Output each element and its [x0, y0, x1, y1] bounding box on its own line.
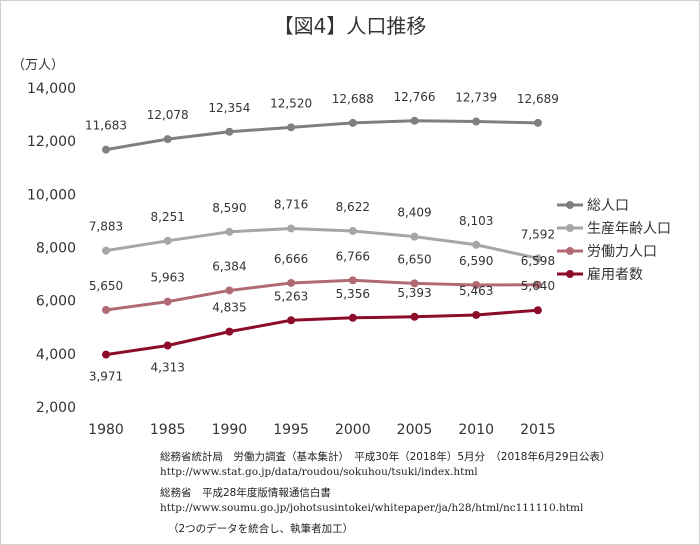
x-tick-label: 1980 — [88, 422, 124, 438]
data-point — [163, 236, 172, 245]
data-label: 6,766 — [336, 249, 370, 263]
series-line — [105, 119, 538, 152]
x-tick-label: 2010 — [458, 422, 494, 438]
data-point — [348, 226, 357, 235]
y-tick-label: 6,000 — [36, 294, 76, 310]
data-label: 6,384 — [212, 259, 246, 273]
legend-label: 総人口 — [587, 198, 629, 214]
data-label: 6,590 — [459, 254, 493, 268]
data-label: 5,356 — [336, 287, 370, 301]
y-tick-label: 8,000 — [36, 241, 76, 257]
data-label: 5,640 — [521, 279, 555, 293]
data-label: 5,963 — [151, 271, 185, 285]
data-point — [533, 118, 542, 127]
chart-title: 【図4】人口推移 — [273, 14, 427, 38]
x-tick-label: 2015 — [520, 422, 556, 438]
data-label: 8,251 — [151, 210, 185, 224]
source-line-2: 総務省 平成28年度版情報通信白書 — [160, 487, 331, 499]
source-url-1: http://www.stat.go.jp/data/roudou/sokuho… — [160, 466, 478, 478]
data-point — [102, 145, 110, 154]
data-label: 5,263 — [274, 289, 308, 303]
data-point — [348, 118, 357, 127]
legend-label: 生産年齢人口 — [587, 221, 671, 237]
x-tick-label: 2005 — [397, 422, 433, 438]
legend-label: 労働力人口 — [587, 244, 657, 260]
data-point — [348, 276, 357, 285]
data-point — [163, 135, 172, 144]
data-point — [102, 350, 110, 359]
legend-swatch-marker — [566, 224, 574, 232]
data-point — [410, 279, 419, 288]
data-point — [533, 254, 542, 263]
data-label: 6,650 — [397, 252, 431, 266]
data-point — [163, 341, 172, 350]
data-label: 8,590 — [212, 201, 246, 215]
data-label: 8,622 — [336, 200, 370, 214]
data-point — [102, 246, 110, 255]
y-tick-label: 12,000 — [27, 134, 76, 150]
data-label: 7,883 — [89, 220, 123, 234]
legend-swatch-marker — [566, 270, 574, 278]
data-point — [225, 127, 234, 136]
data-label: 5,393 — [397, 286, 431, 300]
source-note: （2つのデータを統合し、執筆者加工） — [168, 523, 354, 535]
data-point — [410, 232, 419, 241]
legend-swatch-marker — [566, 247, 574, 255]
data-label: 12,766 — [394, 90, 436, 104]
data-label: 7,592 — [521, 227, 555, 241]
series-line — [105, 278, 538, 312]
data-label: 8,409 — [397, 206, 431, 220]
data-label: 4,835 — [212, 301, 246, 315]
y-tick-label: 14,000 — [27, 81, 76, 97]
data-label: 4,313 — [151, 361, 185, 375]
data-point — [287, 278, 296, 287]
x-tick-label: 1985 — [150, 422, 186, 438]
data-point — [472, 117, 481, 126]
data-point — [348, 313, 357, 322]
data-label: 12,078 — [147, 108, 189, 122]
y-tick-label: 2,000 — [36, 400, 76, 416]
data-point — [163, 297, 172, 306]
data-label: 5,650 — [89, 279, 123, 293]
source-line-1: 総務省統計局 労働力調査（基本集計） 平成30年（2018年）5月分 （2018… — [160, 451, 611, 463]
data-point — [287, 316, 296, 325]
data-label: 11,683 — [85, 119, 127, 133]
x-tick-label: 1990 — [212, 422, 248, 438]
legend-swatch-marker — [566, 201, 574, 209]
x-tick-label: 2000 — [335, 422, 371, 438]
data-point — [533, 306, 542, 315]
data-label: 3,971 — [89, 370, 123, 384]
data-point — [225, 327, 234, 336]
data-label: 12,688 — [332, 92, 374, 106]
y-tick-label: 4,000 — [36, 347, 76, 363]
y-axis-unit-label: （万人） — [12, 58, 65, 73]
data-point — [287, 224, 296, 233]
data-label: 12,354 — [208, 101, 250, 115]
data-label: 5,463 — [459, 284, 493, 298]
data-point — [410, 116, 419, 125]
data-point — [472, 310, 481, 319]
data-point — [533, 280, 542, 289]
data-point — [287, 123, 296, 132]
data-point — [225, 227, 234, 236]
data-label: 12,689 — [517, 92, 559, 106]
data-point — [410, 312, 419, 321]
source-url-2: http://www.soumu.go.jp/johotsusintokei/w… — [160, 502, 584, 514]
data-point — [102, 305, 110, 314]
data-label: 6,598 — [521, 254, 555, 268]
data-label: 6,666 — [274, 252, 308, 266]
series-line — [105, 308, 539, 357]
legend-label: 雇用者数 — [587, 266, 643, 283]
x-tick-label: 1995 — [273, 422, 309, 438]
data-point — [225, 286, 234, 295]
series-line — [105, 226, 539, 260]
data-label: 12,739 — [455, 91, 497, 105]
data-point — [472, 240, 481, 249]
data-label: 12,520 — [270, 96, 312, 110]
data-point — [472, 280, 481, 289]
y-tick-label: 10,000 — [27, 187, 76, 203]
data-label: 8,103 — [459, 214, 493, 228]
data-label: 8,716 — [274, 197, 308, 211]
